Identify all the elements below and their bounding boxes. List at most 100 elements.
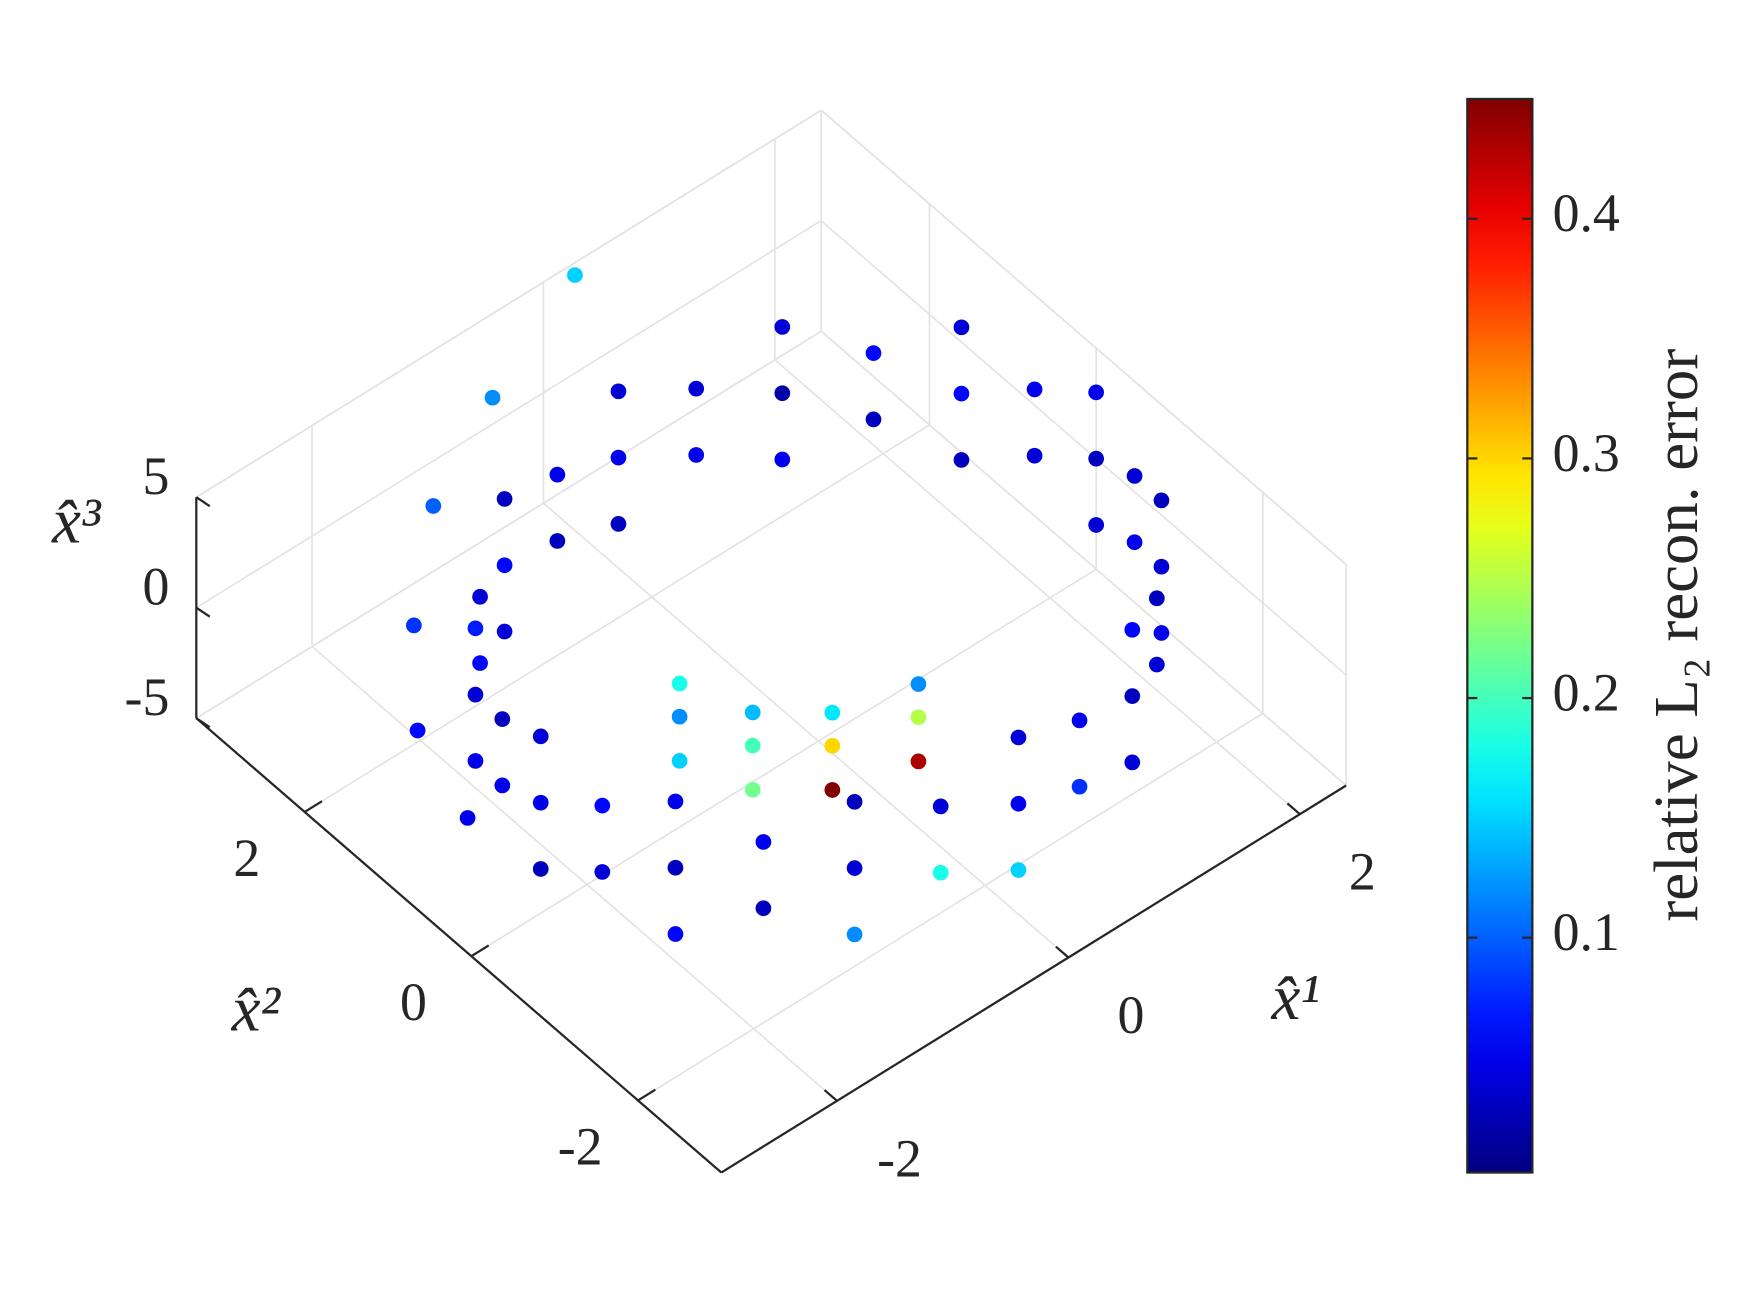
y-tick-label: -2 [558,1116,603,1176]
point [671,753,688,769]
point [1148,656,1165,673]
point [688,380,705,397]
point [496,623,513,640]
point [467,620,484,637]
point [667,926,684,942]
point [846,793,863,810]
grid-line [304,424,930,813]
point [610,383,627,400]
point [532,728,549,745]
colorbar: 0.1 0.2 0.3 0.4 [1466,97,1620,1174]
point [932,798,949,815]
point [824,704,841,721]
axes: -2 0 2 -2 0 2 -5 0 5 [125,446,1376,1188]
point [425,498,442,514]
point [532,794,549,811]
grid-line [820,109,1347,566]
grid [195,109,1347,1102]
colorbar-tick-label: 0.4 [1553,183,1620,243]
point [953,385,970,402]
grid-line [820,330,1347,787]
point [467,753,484,769]
point [496,557,513,574]
point [932,864,949,881]
point [549,533,566,549]
point [1010,862,1027,878]
grid-line [195,219,822,609]
point [755,834,772,850]
grid-line [820,220,1347,676]
z-tick [195,717,211,729]
y-tick-label: 2 [233,828,260,888]
x-tick-label: 2 [1349,842,1376,902]
point [610,516,627,532]
z-tick [195,496,211,508]
x-axis-line [720,784,1347,1174]
point [494,711,511,727]
point [824,782,841,798]
y-tick-label: 0 [400,972,427,1032]
colorbar-fill [1466,97,1534,1174]
point [1088,517,1105,533]
point [774,319,791,335]
point [549,466,566,483]
y-axis-line [195,717,723,1174]
z-tick-label: -5 [125,667,170,727]
point [865,345,882,361]
point [472,588,488,605]
point [910,676,927,692]
grid-line [637,712,1264,1102]
point [406,617,422,634]
grid-line [542,502,1069,959]
point [1153,625,1170,641]
point [865,411,882,428]
point [1126,534,1143,551]
y-tick [470,944,490,958]
point [1124,754,1141,771]
y-tick [304,800,323,813]
point [1124,688,1141,704]
point [953,452,970,468]
point [774,385,791,402]
point [1026,381,1043,398]
point [953,319,970,336]
y-tick [637,1088,656,1102]
point [744,704,761,721]
x-tick [1286,802,1301,816]
point [774,451,791,468]
grid-line [311,645,838,1102]
point [1088,384,1105,401]
y-axis-label: x̂² [231,973,282,1045]
x-tick-label: 0 [1117,985,1144,1045]
point [594,864,611,880]
point [1071,712,1088,729]
point [667,859,684,876]
grid-line [774,359,1301,815]
point [1124,621,1141,638]
point [494,777,511,794]
point [467,686,484,703]
point [1153,558,1170,575]
point [755,900,772,917]
point [610,449,627,466]
grid-line [470,568,1097,957]
colorbar-label: relative L₂ recon. error [1641,349,1711,922]
point [671,708,688,725]
colorbar-tick-label: 0.2 [1553,662,1620,722]
point [409,722,426,739]
z-axis-label: x̂³ [51,485,102,557]
z-tick-label: 5 [142,446,169,506]
x-tick-label: -2 [877,1128,922,1188]
point [846,926,863,943]
z-tick-label: 0 [142,556,169,616]
colorbar-tick-label: 0.1 [1553,902,1620,962]
point [567,267,583,283]
point [910,709,927,726]
x-axis-label: x̂¹ [1270,962,1319,1034]
point [846,860,863,876]
point [1126,468,1143,484]
grid-line [195,109,822,498]
point [496,491,513,507]
point [484,389,501,406]
